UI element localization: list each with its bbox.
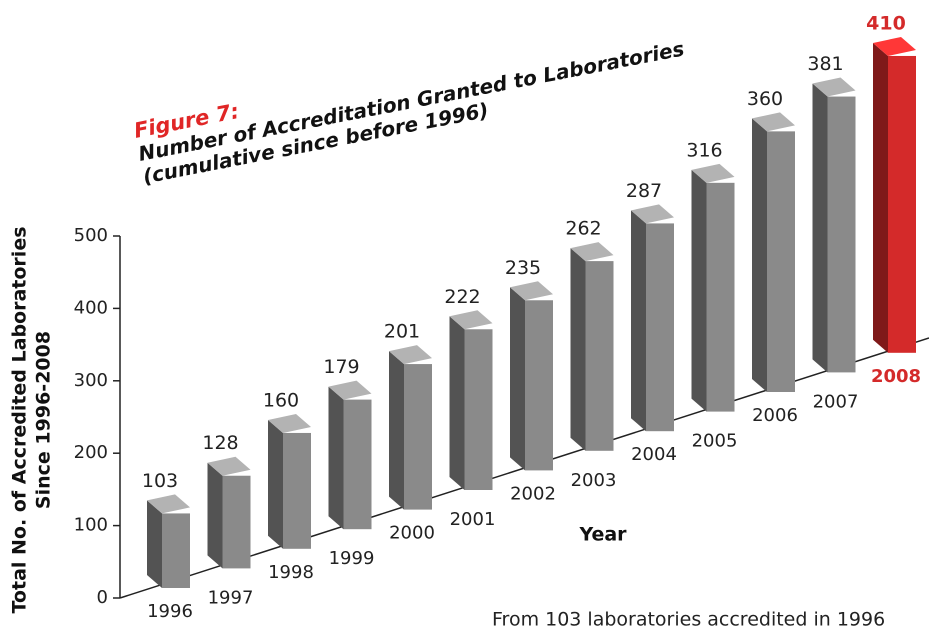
value-label: 262 [565,218,601,240]
bar-side [631,210,646,432]
bar-front [827,96,856,373]
title-block: Figure 7: Number of Accreditation Grante… [132,36,686,188]
bar-front [888,55,916,353]
bar-front [162,513,190,588]
value-label: 128 [202,432,238,454]
value-label: 160 [263,389,299,411]
x-tick-label: 2004 [631,444,677,465]
x-axis-label: Year [578,524,627,546]
bar-top [752,112,795,132]
x-tick-label: 2003 [571,470,617,491]
bar-front [464,329,493,490]
bar-top [147,494,190,514]
bar-top [631,204,674,224]
x-tick-label: 1997 [208,587,254,608]
x-tick-label: 1998 [268,562,314,583]
x-tick-label: 2001 [450,509,496,530]
x-tick-label: 2006 [752,405,798,426]
value-label: 201 [384,321,420,343]
x-tick-label: 2008 [871,366,921,387]
bar-front [222,475,251,569]
value-label: 316 [686,139,722,161]
caption: From 103 laboratories accredited in 1996 [492,609,885,627]
bar-side [328,386,344,530]
chart-subtitle: Number of Accreditation Granted to Labor… [136,36,686,166]
y-tick-label: 100 [74,515,108,536]
bar-side [147,500,162,588]
value-label: 360 [747,88,783,110]
bar-side [268,419,283,549]
bar-front [646,223,674,432]
bar-top [812,77,856,97]
bar-front [706,182,735,412]
y-tick-label: 0 [97,587,108,608]
bar-side [510,287,525,471]
bar-front [343,399,372,530]
bar-front [585,261,614,451]
value-label: 235 [505,257,541,279]
bar-top [449,310,493,330]
bar-top [268,413,311,433]
bar-top [691,163,735,183]
bar-side [873,42,888,353]
y-tick-label: 300 [74,370,108,391]
bar-front [525,300,553,471]
bar-front [404,364,432,510]
bar-side [207,462,223,569]
x-tick-label: 1999 [329,548,375,569]
bar-side [752,118,767,393]
bar-top [389,345,432,365]
y-tick-label: 500 [74,225,108,246]
x-tick-label: 2002 [510,483,556,504]
bar-top [873,36,916,56]
y-axis-label: Since 1996-2008 [33,331,55,509]
value-label: 410 [866,12,906,34]
bar-top [510,281,553,301]
value-label: 179 [323,356,359,378]
bar-side [389,351,404,510]
value-label: 381 [807,53,843,75]
x-tick-label: 1996 [147,601,193,622]
value-label: 103 [142,470,178,492]
bar-side [691,169,707,412]
x-tick-label: 2007 [813,391,859,412]
x-tick-label: 2005 [692,431,738,452]
x-tick-label: 2000 [389,523,435,544]
value-label: 287 [626,180,662,202]
bar-top [207,456,251,476]
bar-side [812,83,828,373]
bar-top [328,380,372,400]
bar-side [449,316,465,490]
value-label: 222 [444,286,480,308]
y-tick-label: 400 [74,297,108,318]
y-axis-label: Total No. of Accredited Laboratories [9,226,31,613]
bar-front [767,131,795,393]
bar-top [570,242,614,262]
y-tick-label: 200 [74,442,108,463]
bar-side [570,248,586,451]
bar-front [283,432,311,549]
